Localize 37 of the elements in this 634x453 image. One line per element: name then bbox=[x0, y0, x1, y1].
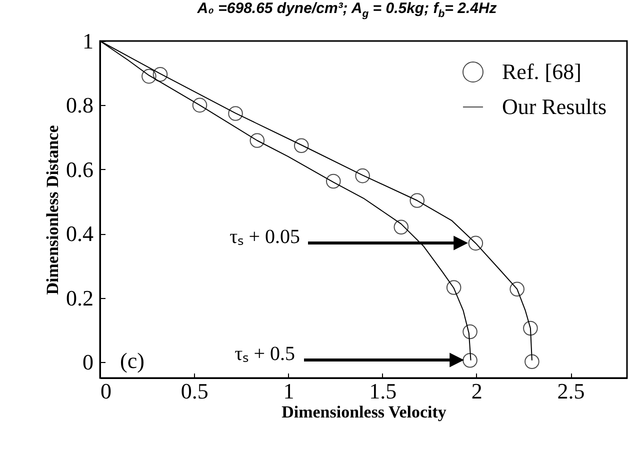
annotation: τₛ + 0.5 bbox=[234, 343, 295, 365]
point bbox=[446, 280, 462, 295]
point bbox=[326, 174, 341, 189]
legend-label: Our Results bbox=[502, 94, 606, 119]
chart-title: A₀ =698.65 dyne/cm³; A$_{g}$ = 0.5kg; f$_{b}$= 2.4Hz bbox=[196, 0, 498, 22]
point bbox=[142, 68, 156, 84]
x-tick-label: 0 bbox=[100, 378, 112, 404]
point bbox=[462, 352, 478, 368]
annotation: τₛ + 0.05 bbox=[230, 226, 300, 248]
x-tick-label: 2.5 bbox=[557, 378, 585, 404]
legend-label: Ref. [68] bbox=[502, 59, 582, 84]
point bbox=[462, 324, 478, 340]
x-tick-label: 1 bbox=[283, 378, 294, 404]
point bbox=[410, 193, 425, 208]
x-tick-label: 2 bbox=[471, 378, 482, 404]
y-tick-label: 0.6 bbox=[66, 156, 94, 182]
x-axis-title: Dimensionless Velocity bbox=[282, 402, 447, 422]
point bbox=[394, 220, 409, 235]
point bbox=[468, 236, 484, 251]
y-tick-label: 0.4 bbox=[66, 221, 94, 246]
y-tick-label: 0.8 bbox=[66, 92, 94, 118]
y-tick-label: 0 bbox=[82, 349, 94, 374]
point bbox=[523, 320, 538, 336]
point bbox=[192, 98, 208, 113]
point bbox=[228, 106, 243, 121]
y-tick-label: 0.2 bbox=[66, 285, 94, 310]
point bbox=[250, 133, 265, 148]
x-tick-label: 1.5 bbox=[369, 378, 397, 404]
point bbox=[355, 168, 370, 184]
point bbox=[152, 67, 168, 82]
point bbox=[510, 282, 524, 296]
x-tick-label: 0.5 bbox=[180, 378, 208, 404]
annotation: (c) bbox=[120, 348, 144, 373]
point bbox=[524, 354, 540, 370]
y-axis-title: Dimensionless Distance bbox=[43, 124, 62, 295]
y-tick-label: 1 bbox=[82, 28, 94, 54]
point bbox=[294, 138, 309, 154]
